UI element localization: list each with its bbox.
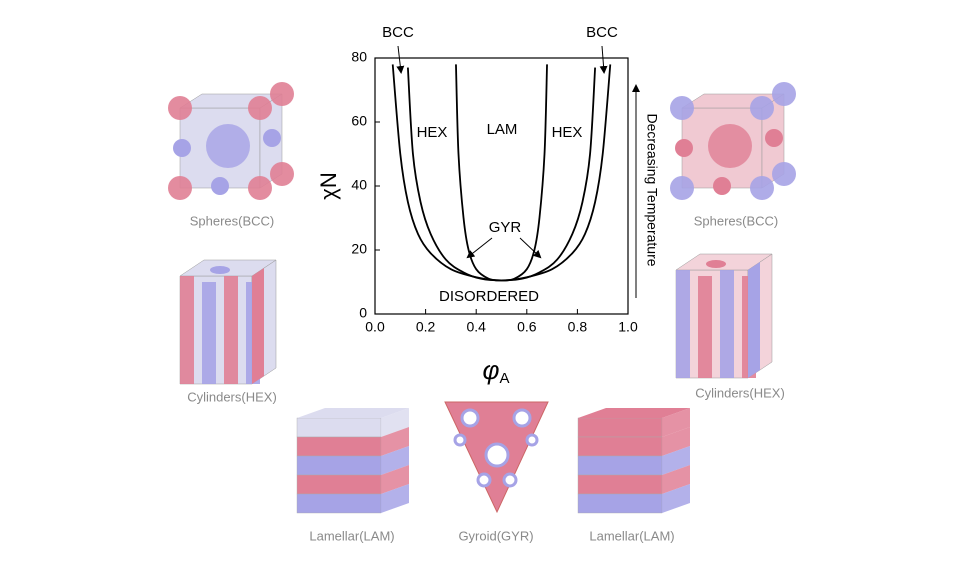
x-tick-label: 0.4 — [466, 319, 486, 335]
plot-frame — [374, 57, 629, 315]
cylinder — [676, 270, 690, 378]
sphere — [168, 176, 192, 200]
y-axis-label: χN — [316, 172, 341, 199]
x-tick-label: 0.8 — [568, 319, 588, 335]
sphere — [248, 96, 272, 120]
lamella-side — [381, 446, 409, 475]
sphere — [211, 177, 229, 195]
x-label-subscript: A — [499, 370, 509, 387]
cylinder — [224, 276, 238, 384]
gyroid-channel — [476, 472, 492, 488]
cylinder-top — [706, 260, 726, 268]
x-label-symbol: φ — [483, 355, 500, 385]
lamella-side — [381, 427, 409, 456]
lamella — [577, 436, 663, 457]
cylinder — [720, 270, 734, 378]
gyroid-channel — [453, 433, 467, 447]
gyroid-channel — [484, 442, 510, 468]
cylinder — [252, 268, 264, 384]
sphere — [670, 176, 694, 200]
caption: Cylinders(HEX) — [187, 389, 277, 404]
caption: Spheres(BCC) — [190, 213, 275, 228]
lamella-side — [662, 408, 690, 437]
arrow — [599, 45, 608, 74]
sphere — [675, 139, 693, 157]
sphere — [206, 124, 250, 168]
sphere — [750, 96, 774, 120]
gyroid-channel — [502, 472, 518, 488]
lamella — [296, 417, 382, 438]
x-tick-label: 0.2 — [416, 319, 436, 335]
sphere — [713, 177, 731, 195]
sphere — [772, 82, 796, 106]
cylinder-top — [210, 266, 230, 274]
lamella-side — [662, 465, 690, 494]
arrow — [519, 237, 542, 259]
lamella-side — [381, 465, 409, 494]
y-tick-label: 40 — [351, 177, 367, 193]
cylinder — [698, 276, 712, 378]
sphere — [248, 176, 272, 200]
lamella — [577, 455, 663, 476]
sphere — [168, 96, 192, 120]
lamella-side — [662, 427, 690, 456]
lamella — [577, 417, 663, 438]
lamella — [296, 493, 382, 514]
caption: Gyroid(GYR) — [458, 528, 533, 543]
y-tick-label: 60 — [351, 113, 367, 129]
annotation: HEX — [417, 124, 448, 141]
sphere — [750, 176, 774, 200]
sphere — [765, 129, 783, 147]
arrow — [466, 237, 493, 259]
lamella — [296, 455, 382, 476]
cylinder — [748, 262, 760, 378]
lamella — [577, 474, 663, 495]
lamella-side — [381, 408, 409, 437]
sphere — [708, 124, 752, 168]
caption: Lamellar(LAM) — [309, 528, 394, 543]
arrow — [396, 45, 405, 74]
y-tick-label: 80 — [351, 49, 367, 65]
cylinder — [180, 276, 194, 384]
cylinder — [202, 282, 216, 384]
x-tick-label: 1.0 — [618, 319, 638, 335]
lamella-top — [297, 408, 409, 418]
annotation: LAM — [487, 121, 518, 138]
x-tick-label: 0.6 — [517, 319, 537, 335]
sphere — [270, 82, 294, 106]
phase-boundary — [455, 64, 548, 282]
phase-boundary — [391, 64, 612, 282]
lamella — [577, 493, 663, 514]
annotation: HEX — [552, 124, 583, 141]
side-label: Decreasing Temperature — [644, 113, 660, 266]
y-tick-label: 20 — [351, 241, 367, 257]
caption: Cylinders(HEX) — [695, 385, 785, 400]
gyroid-channel — [512, 408, 532, 428]
sphere — [173, 139, 191, 157]
annotation: DISORDERED — [439, 288, 539, 305]
y-tick-label: 0 — [359, 305, 367, 321]
lamella-side — [662, 446, 690, 475]
annotation: BCC — [586, 24, 618, 41]
annotation: GYR — [489, 219, 522, 236]
lamella — [296, 436, 382, 457]
sphere — [270, 162, 294, 186]
sphere — [263, 129, 281, 147]
sphere — [670, 96, 694, 120]
gyroid-channel — [525, 433, 539, 447]
x-tick-label: 0.0 — [365, 319, 385, 335]
lamella-top — [578, 408, 690, 418]
caption: Spheres(BCC) — [694, 213, 779, 228]
lamella — [296, 474, 382, 495]
sphere — [772, 162, 796, 186]
annotation: BCC — [382, 24, 414, 41]
caption: Lamellar(LAM) — [589, 528, 674, 543]
lamella-side — [662, 484, 690, 513]
gyroid-channel — [460, 408, 480, 428]
lamella-side — [381, 484, 409, 513]
x-axis-label: φA — [483, 355, 510, 387]
phase-boundary — [406, 67, 597, 282]
